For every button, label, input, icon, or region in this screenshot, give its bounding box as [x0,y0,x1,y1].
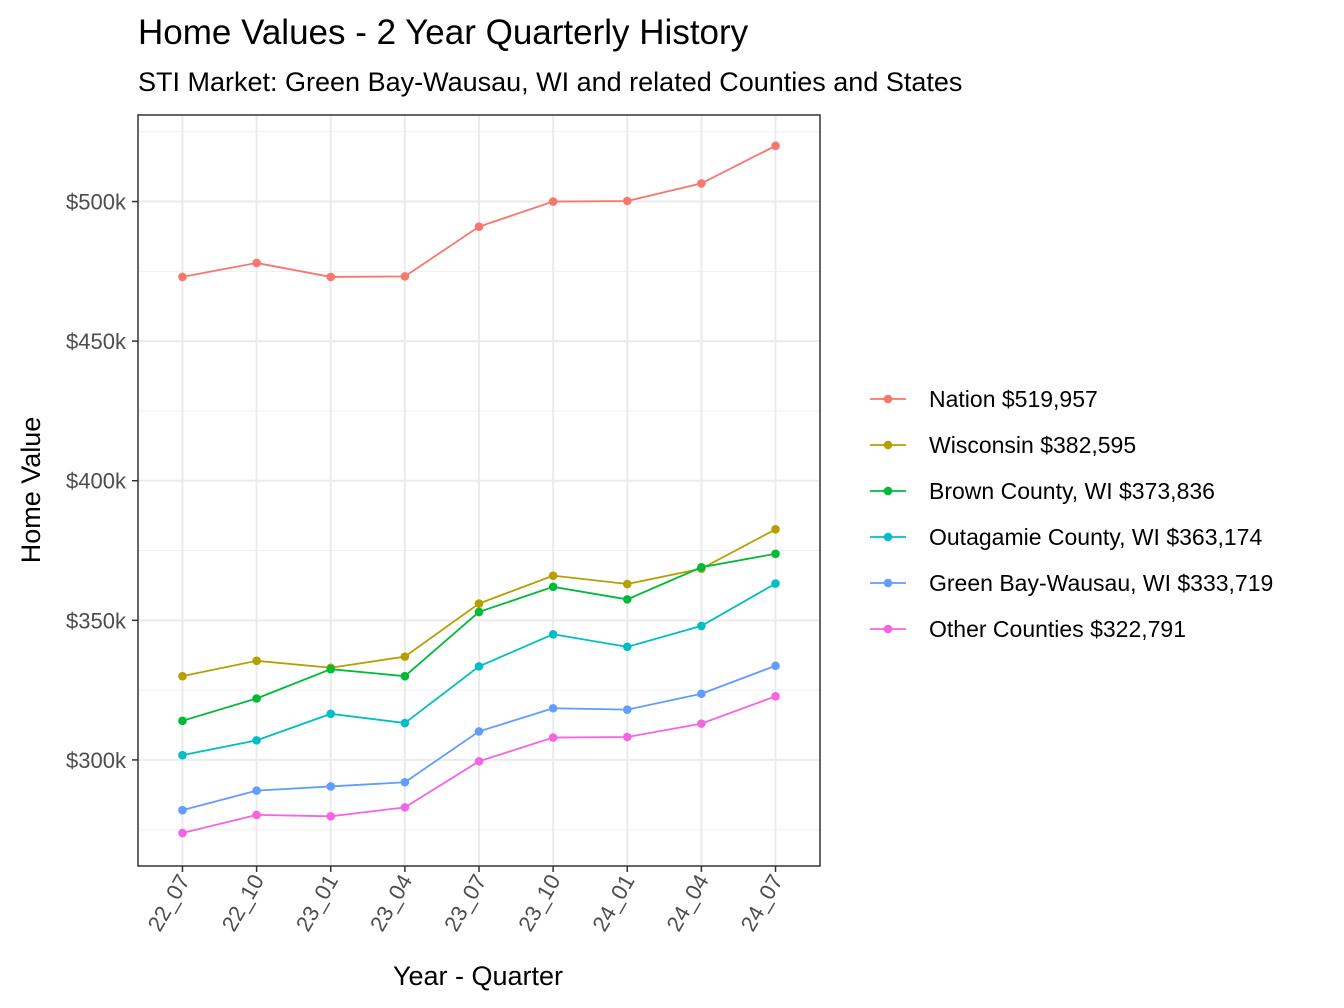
x-tick-label: 23_07 [439,870,491,935]
y-tick-label: $400k [66,469,127,494]
series-group [178,141,780,282]
legend-label: Outagamie County, WI $363,174 [929,524,1262,550]
data-point [548,629,558,639]
legend-item: Nation $519,957 [870,386,1098,412]
chart-title: Home Values - 2 Year Quarterly History [138,13,749,52]
data-point [622,642,632,652]
data-point [771,661,780,671]
data-point [400,803,410,812]
x-tick-label: 24_01 [587,870,639,935]
data-point [178,671,187,681]
data-point [771,549,780,559]
data-point [771,691,780,701]
data-point [697,562,706,572]
legend-item: Green Bay-Wausau, WI $333,719 [870,570,1273,596]
series-group [178,579,780,760]
legend-key-point [883,578,893,588]
data-point [474,757,484,766]
legend-key-point [883,624,893,634]
data-point [622,732,632,742]
x-tick-label: 23_01 [291,870,343,935]
series-group [178,661,780,815]
data-point [400,777,410,787]
data-point [252,258,261,268]
y-tick-label: $350k [66,608,127,633]
data-point [252,810,261,820]
x-axis-title: Year - Quarter [393,961,563,991]
data-point [622,595,632,604]
x-tick-label: 24_07 [736,870,788,935]
legend-item: Outagamie County, WI $363,174 [870,524,1262,550]
legend-label: Wisconsin $382,595 [929,432,1136,458]
data-point [697,719,706,728]
data-point [622,579,632,589]
data-point [548,733,558,742]
data-point [474,607,484,617]
legend-key-point [883,486,893,496]
data-point [548,571,558,580]
data-point [474,222,484,231]
x-axis: 22_07 22_10 23_01 23_04 23_07 23_10 24_01 24_04… [143,866,788,935]
x-tick-label: 24_04 [661,870,713,935]
series-group [178,549,780,726]
y-axis: $300k $350k $400k $450k $500k [66,190,138,773]
x-tick-label: 22_10 [217,870,269,935]
series-group [178,691,780,838]
data-point [326,272,336,282]
x-tick-label: 23_10 [513,870,565,935]
data-point [622,705,632,714]
data-point [252,736,261,745]
data-point [326,782,336,791]
data-point [771,141,780,151]
data-point [474,662,484,671]
legend-item: Brown County, WI $373,836 [870,478,1215,504]
series-layer [178,141,780,838]
data-point [548,197,558,206]
data-point [252,656,261,666]
chart-subtitle: STI Market: Green Bay-Wausau, WI and rel… [138,67,962,97]
data-point [178,805,187,815]
data-point [326,812,336,821]
data-point [697,689,706,699]
data-point [178,716,187,726]
legend-label: Nation $519,957 [929,386,1098,412]
legend-key-point [883,440,893,450]
data-point [400,671,410,681]
data-point [326,664,336,674]
data-point [178,828,187,838]
data-point [400,652,410,661]
data-point [178,272,187,282]
legend-key-point [883,532,893,542]
legend-item: Wisconsin $382,595 [870,432,1136,458]
data-point [400,272,410,281]
data-point [474,599,484,608]
y-tick-label: $500k [66,190,127,215]
data-point [326,709,336,719]
data-point [252,694,261,703]
data-point [548,703,558,713]
data-point [697,621,706,631]
legend-label: Brown County, WI $373,836 [929,478,1215,504]
data-point [771,525,780,534]
x-tick-label: 22_07 [143,870,195,935]
y-axis-title: Home Value [16,417,46,564]
y-tick-label: $300k [66,748,127,773]
y-tick-label: $450k [66,329,127,354]
x-tick-label: 23_04 [365,870,417,935]
data-point [474,727,484,736]
legend: Nation $519,957 Wisconsin $382,595 Brown C… [870,386,1273,642]
legend-label: Other Counties $322,791 [929,616,1186,642]
data-point [771,579,780,588]
data-point [548,582,558,592]
legend-label: Green Bay-Wausau, WI $333,719 [929,570,1273,596]
data-point [622,196,632,206]
data-point [252,786,261,795]
data-point [178,750,187,760]
data-point [697,179,706,188]
data-point [400,718,410,728]
legend-item: Other Counties $322,791 [870,616,1186,642]
legend-key-point [883,394,893,404]
